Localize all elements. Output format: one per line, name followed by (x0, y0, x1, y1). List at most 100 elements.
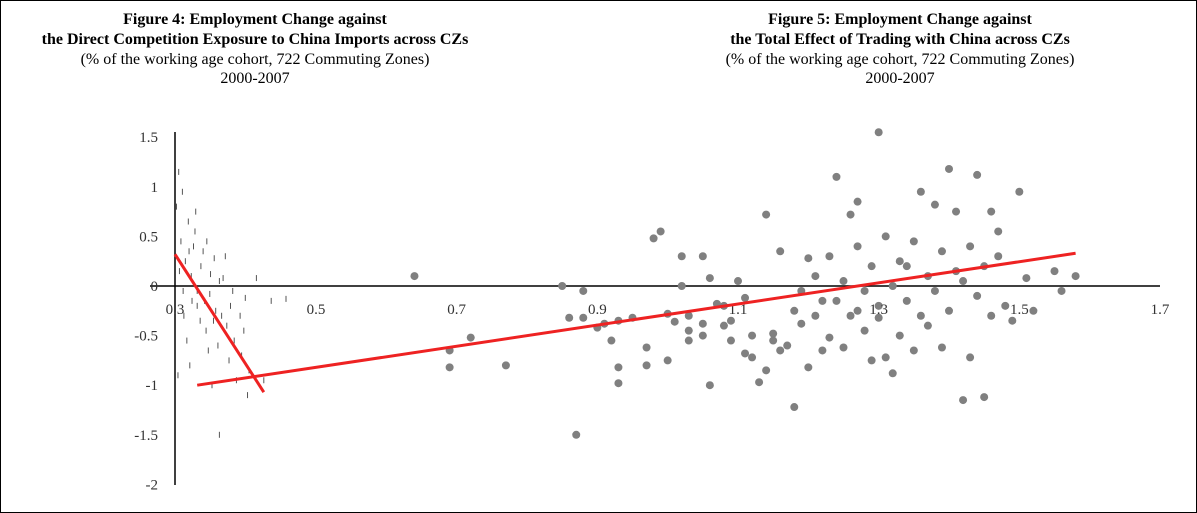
fig5-data-point (952, 207, 961, 216)
figure5-title-block: Figure 5: Employment Change against the … (640, 10, 1160, 88)
fig5-data-point (748, 331, 757, 340)
fig5-data-point (987, 311, 996, 320)
figure4-subtitle: (% of the working age cohort, 722 Commut… (80, 51, 430, 68)
fig5-data-point (748, 353, 757, 362)
fig5-data-point (410, 272, 419, 281)
fig5-data-point (909, 237, 918, 246)
fig5-data-point (734, 277, 742, 286)
fig5-data-point (670, 317, 679, 326)
fig5-data-point (719, 321, 728, 330)
fig5-data-point (959, 396, 968, 405)
fig5-data-point (811, 311, 820, 320)
fig5-data-point (853, 242, 862, 251)
y-tick-label: -2 (146, 477, 159, 493)
fig5-data-point (902, 262, 911, 271)
figure5-period: 2000-2007 (865, 70, 935, 87)
y-tick-label: 0 (151, 279, 159, 295)
fig5-data-point (888, 369, 897, 378)
fig5-data-point (874, 128, 883, 137)
fig5-data-point (776, 247, 785, 256)
fig5-data-point (923, 321, 932, 330)
fig5-data-point (973, 170, 982, 179)
fig5-data-point (804, 363, 813, 372)
fig5-data-point (973, 291, 982, 300)
fig5-data-point (1015, 187, 1024, 196)
fig5-data-point (930, 286, 939, 295)
fig5-data-point (579, 313, 588, 322)
fig5-x-tick-label: 1.3 (869, 302, 888, 318)
fig5-x-tick-label: 0.9 (588, 302, 607, 318)
fig5-data-point (797, 319, 806, 328)
fig5-data-point (705, 381, 714, 390)
fig5-data-point (783, 341, 792, 350)
fig5-data-point (945, 164, 953, 173)
fig5-data-point (832, 172, 841, 181)
fig5-data-point (846, 210, 855, 219)
fig5-data-point (839, 277, 848, 286)
fig5-data-point (945, 306, 953, 315)
fig4-fit-line (173, 253, 266, 393)
fig5-data-point (579, 286, 588, 295)
fig5-data-point (994, 252, 1003, 261)
fig5-data-point (607, 336, 616, 345)
fig5-data-point (874, 313, 883, 322)
fig4-x-tick-label: 0.5 (307, 302, 326, 318)
fig5-data-point (853, 306, 862, 315)
fig5-data-point (1001, 301, 1010, 310)
fig5-data-point (966, 242, 975, 251)
fig5-data-point (966, 353, 975, 362)
fig5-data-point (501, 361, 510, 370)
fig5-data-point (902, 296, 911, 305)
figure5-title: Figure 5: Employment Change against (768, 11, 1032, 28)
fig5-data-point (755, 378, 764, 387)
fig5-data-point (881, 353, 890, 362)
fig5-data-point (445, 363, 454, 372)
y-tick-label: -1 (146, 378, 159, 394)
fig5-data-point (769, 329, 778, 338)
fig5-data-point (832, 296, 841, 305)
fig5-data-point (726, 336, 735, 345)
figure4-period: 2000-2007 (220, 70, 290, 87)
fig5-data-point (825, 333, 834, 342)
fig5-data-point (1057, 286, 1066, 295)
fig5-data-point (825, 252, 834, 261)
fig5-data-point (895, 257, 904, 266)
fig5-data-point (684, 336, 693, 345)
fig5-data-point (1008, 316, 1017, 325)
figure5-title-line2: the Total Effect of Trading with China a… (730, 31, 1070, 48)
fig5-data-point (1022, 274, 1031, 283)
fig5-data-point (656, 227, 665, 236)
fig5-data-point (846, 311, 855, 320)
fig5-data-point (762, 366, 771, 375)
fig5-data-point (726, 316, 735, 325)
fig5-data-point (818, 346, 827, 355)
y-tick-label: 0.5 (139, 229, 158, 245)
fig5-x-tick-label: 1.7 (1151, 302, 1170, 318)
fig5-data-point (804, 254, 813, 263)
y-tick-label: 1.5 (139, 130, 158, 146)
fig5-data-point (811, 272, 820, 281)
fig5-data-point (916, 311, 925, 320)
fig5-data-point (698, 252, 707, 261)
fig5-data-point (895, 331, 904, 340)
fig5-data-point (881, 232, 890, 241)
y-tick-label: -1.5 (134, 428, 158, 444)
fig5-data-point (649, 234, 658, 243)
fig5-data-point (741, 349, 750, 358)
fig5-data-point (572, 430, 581, 439)
fig5-data-point (916, 187, 925, 196)
fig5-data-point (642, 343, 651, 352)
fig5-data-point (642, 361, 651, 370)
fig5-data-point (705, 274, 714, 283)
fig5-data-point (1050, 267, 1059, 276)
fig5-data-point (937, 247, 946, 256)
fig5-data-point (930, 200, 939, 209)
fig5-data-point (698, 331, 707, 340)
figure4-title: Figure 4: Employment Change against (123, 11, 387, 28)
fig5-data-point (677, 282, 686, 290)
fig5-data-point (466, 333, 475, 342)
y-tick-label: -0.5 (134, 329, 158, 345)
fig5-data-point (1029, 306, 1038, 315)
fig5-data-point (663, 356, 672, 365)
